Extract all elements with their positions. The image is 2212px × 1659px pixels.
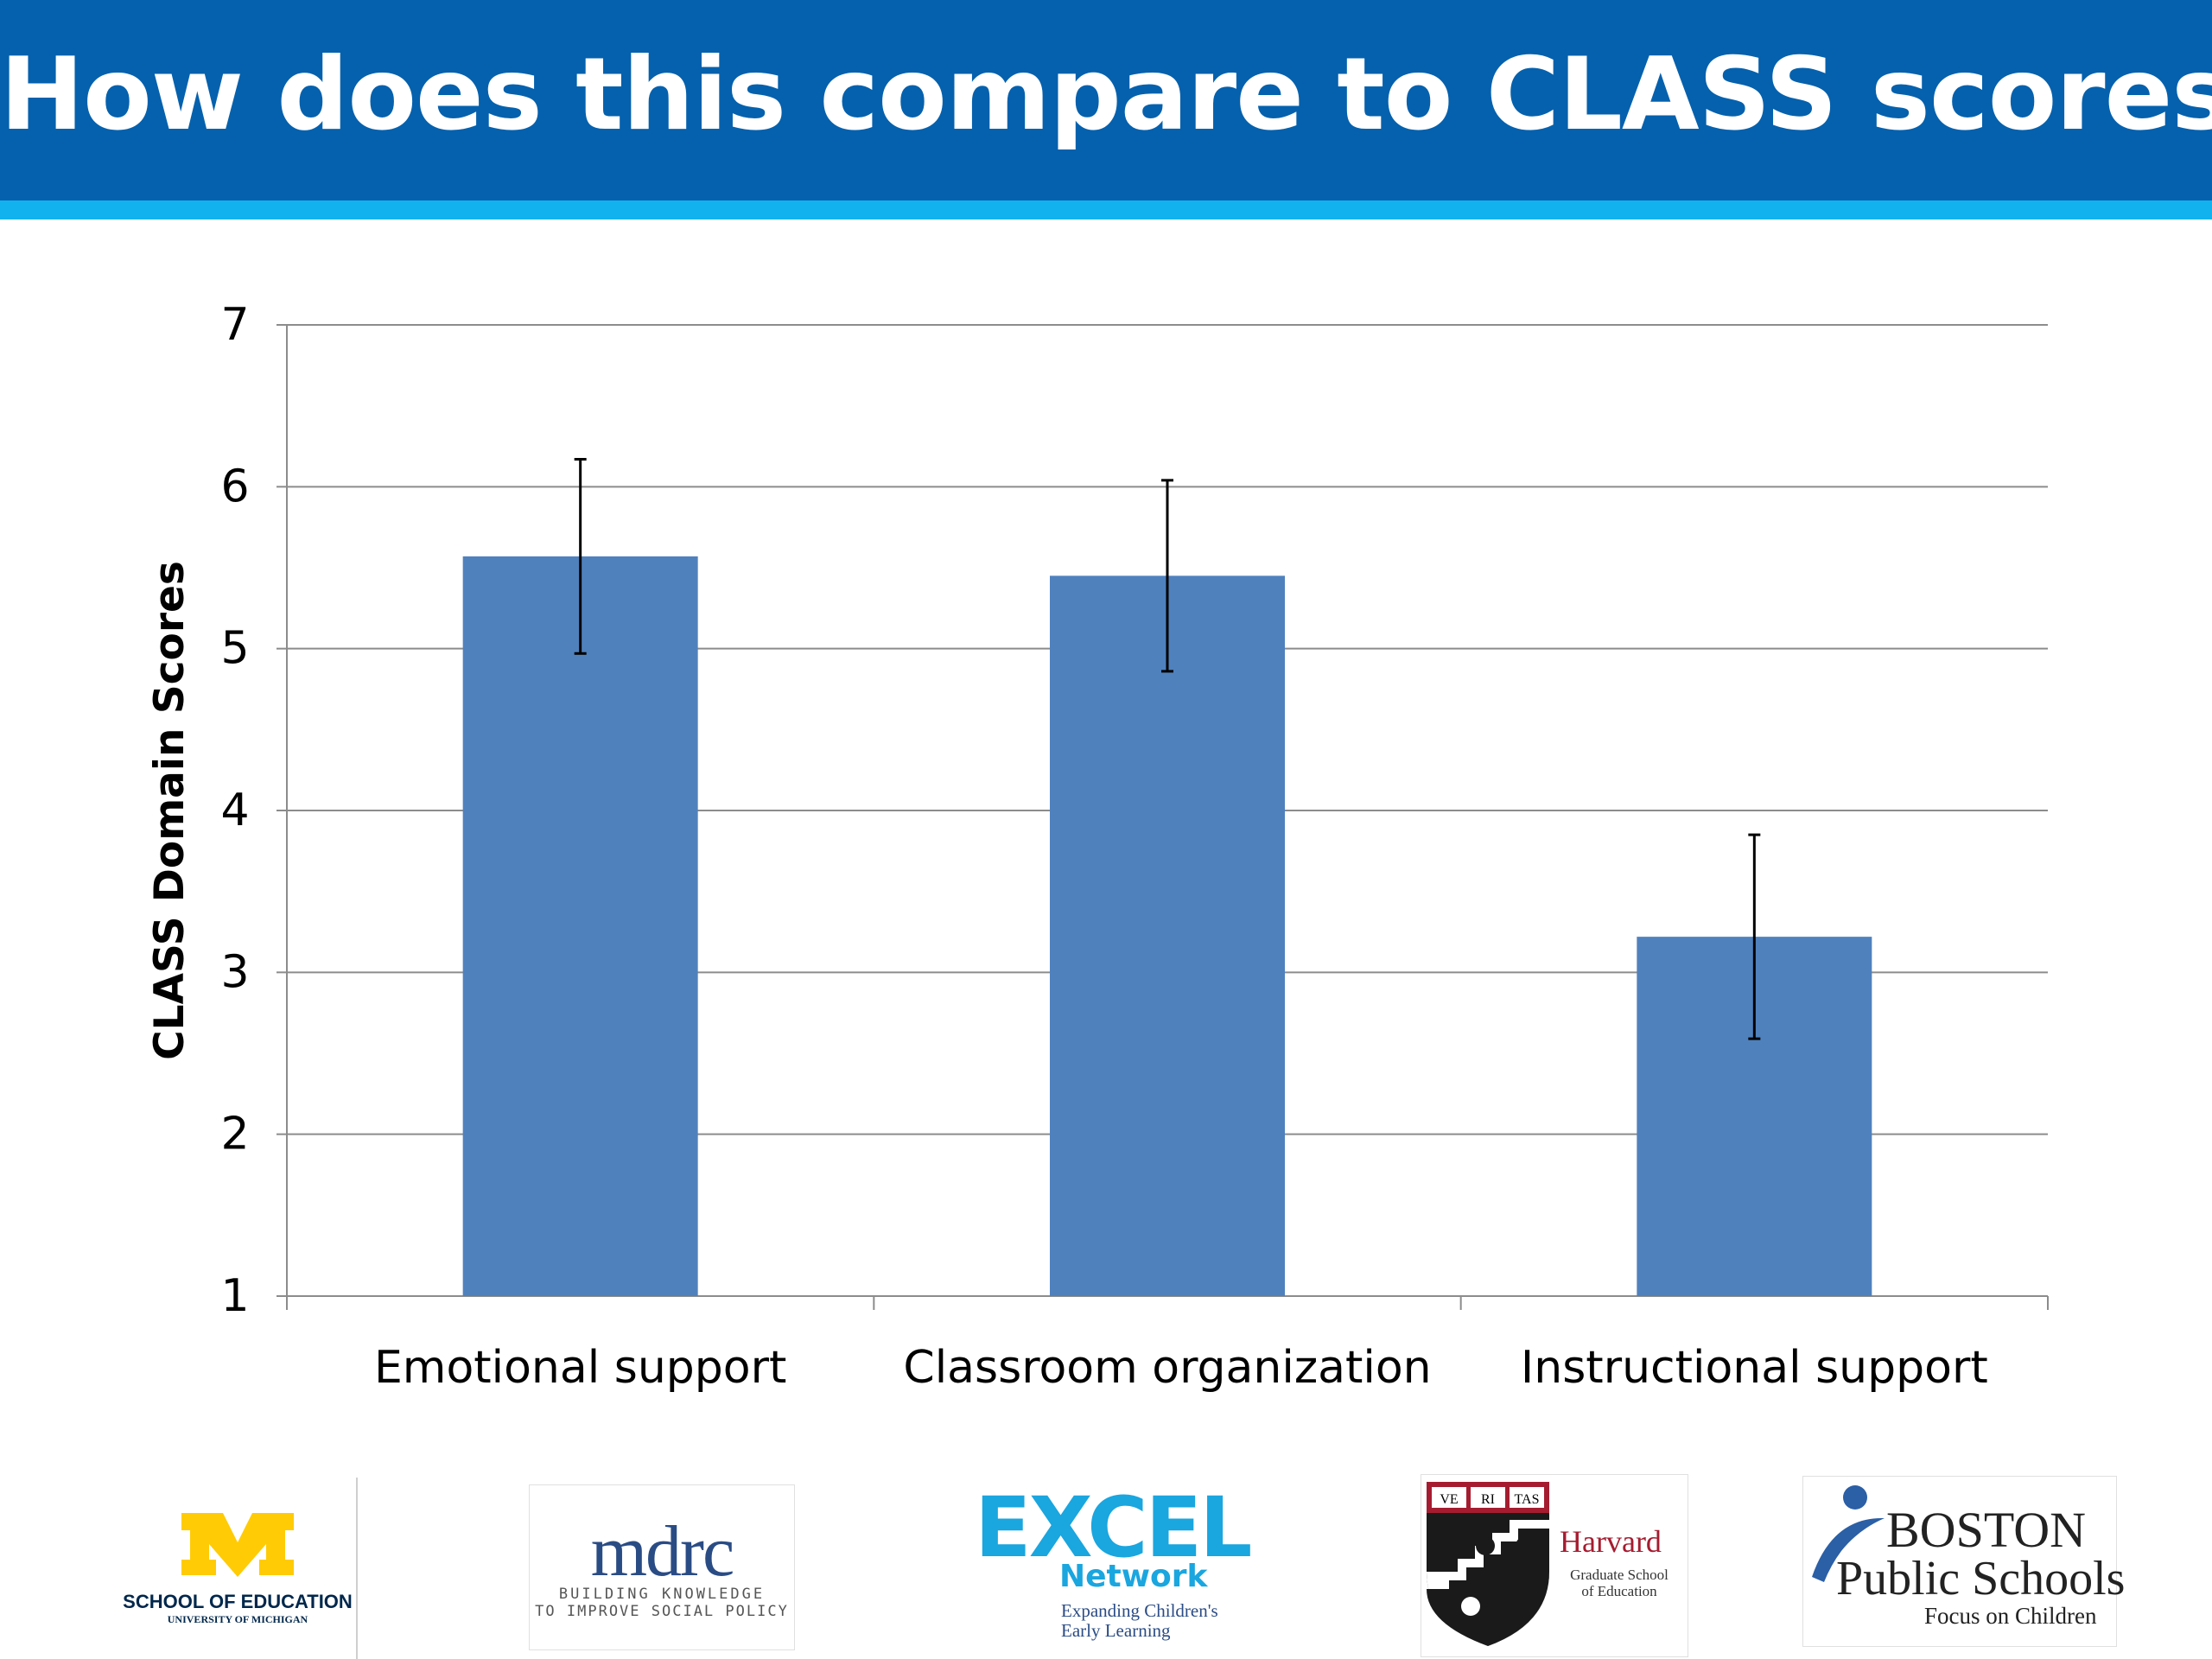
- excel-wordmark: EXCEL: [975, 1479, 1252, 1576]
- harvard-school-line-1: Graduate School: [1570, 1567, 1669, 1583]
- y-tick-label: 7: [220, 299, 249, 351]
- slide-title: How does this compare to CLASS scores?: [0, 36, 2212, 153]
- excel-tagline-1: Expanding Children's: [1061, 1600, 1218, 1621]
- harvard-logo: VE RI TAS Harvard Graduate School of Edu…: [1421, 1474, 1688, 1657]
- excel-network-logo: EXCEL Network Expanding Children's Early…: [975, 1479, 1252, 1652]
- y-tick-label: 4: [220, 785, 249, 836]
- shield-text-tas: TAS: [1515, 1492, 1540, 1507]
- michigan-school-label: SCHOOL OF EDUCATION: [123, 1591, 353, 1612]
- boston-name: BOSTON: [1886, 1502, 2086, 1558]
- y-tick-label: 3: [220, 946, 249, 998]
- shield-text-ve: VE: [1440, 1492, 1458, 1507]
- harvard-name: Harvard: [1560, 1524, 1662, 1559]
- excel-tagline-2: Early Learning: [1061, 1620, 1171, 1641]
- mdrc-tagline-2: TO IMPROVE SOCIAL POLICY: [535, 1603, 789, 1620]
- y-axis-title: CLASS Domain Scores: [146, 561, 194, 1060]
- logo-divider: [356, 1478, 358, 1659]
- michigan-logo: SCHOOL OF EDUCATION UNIVERSITY OF MICHIG…: [121, 1508, 354, 1629]
- y-tick-label: 6: [220, 461, 249, 512]
- error-bars: [574, 457, 1761, 1040]
- shield-text-ri: RI: [1481, 1492, 1495, 1507]
- title-banner: [0, 0, 2212, 200]
- michigan-university-label: UNIVERSITY OF MICHIGAN: [167, 1613, 308, 1625]
- boston-public-schools: Public Schools: [1836, 1552, 2126, 1605]
- michigan-block-m-icon: [181, 1513, 294, 1577]
- mdrc-tagline-1: BUILDING KNOWLEDGE: [558, 1586, 766, 1603]
- harvard-shield-icon: VE RI TAS: [1427, 1482, 1549, 1646]
- excel-network-label: Network: [1059, 1559, 1208, 1594]
- bar: [462, 556, 698, 1296]
- x-category-label: Emotional support: [374, 1342, 786, 1394]
- axis-labels: 1 2 3 4 5 6 7 Emotional support Classroom organi…: [220, 299, 1987, 1394]
- harvard-school-line-2: of Education: [1581, 1583, 1657, 1599]
- y-tick-label: 1: [220, 1270, 249, 1322]
- x-category-label: Classroom organization: [903, 1342, 1431, 1394]
- boston-tagline: Focus on Children: [1924, 1603, 2097, 1629]
- x-category-label: Instructional support: [1521, 1342, 1988, 1394]
- title-banner-stripe: [0, 200, 2212, 219]
- runner-figure-icon: [1812, 1485, 1885, 1582]
- y-tick-label: 5: [220, 623, 249, 675]
- mdrc-wordmark: mdrc: [590, 1511, 735, 1592]
- boston-public-schools-logo: BOSTON Public Schools Focus on Children: [1802, 1476, 2125, 1647]
- bars: [462, 556, 1872, 1296]
- y-tick-label: 2: [220, 1109, 249, 1160]
- mdrc-logo: mdrc BUILDING KNOWLEDGE TO IMPROVE SOCIA…: [529, 1484, 795, 1650]
- bar: [1050, 575, 1285, 1296]
